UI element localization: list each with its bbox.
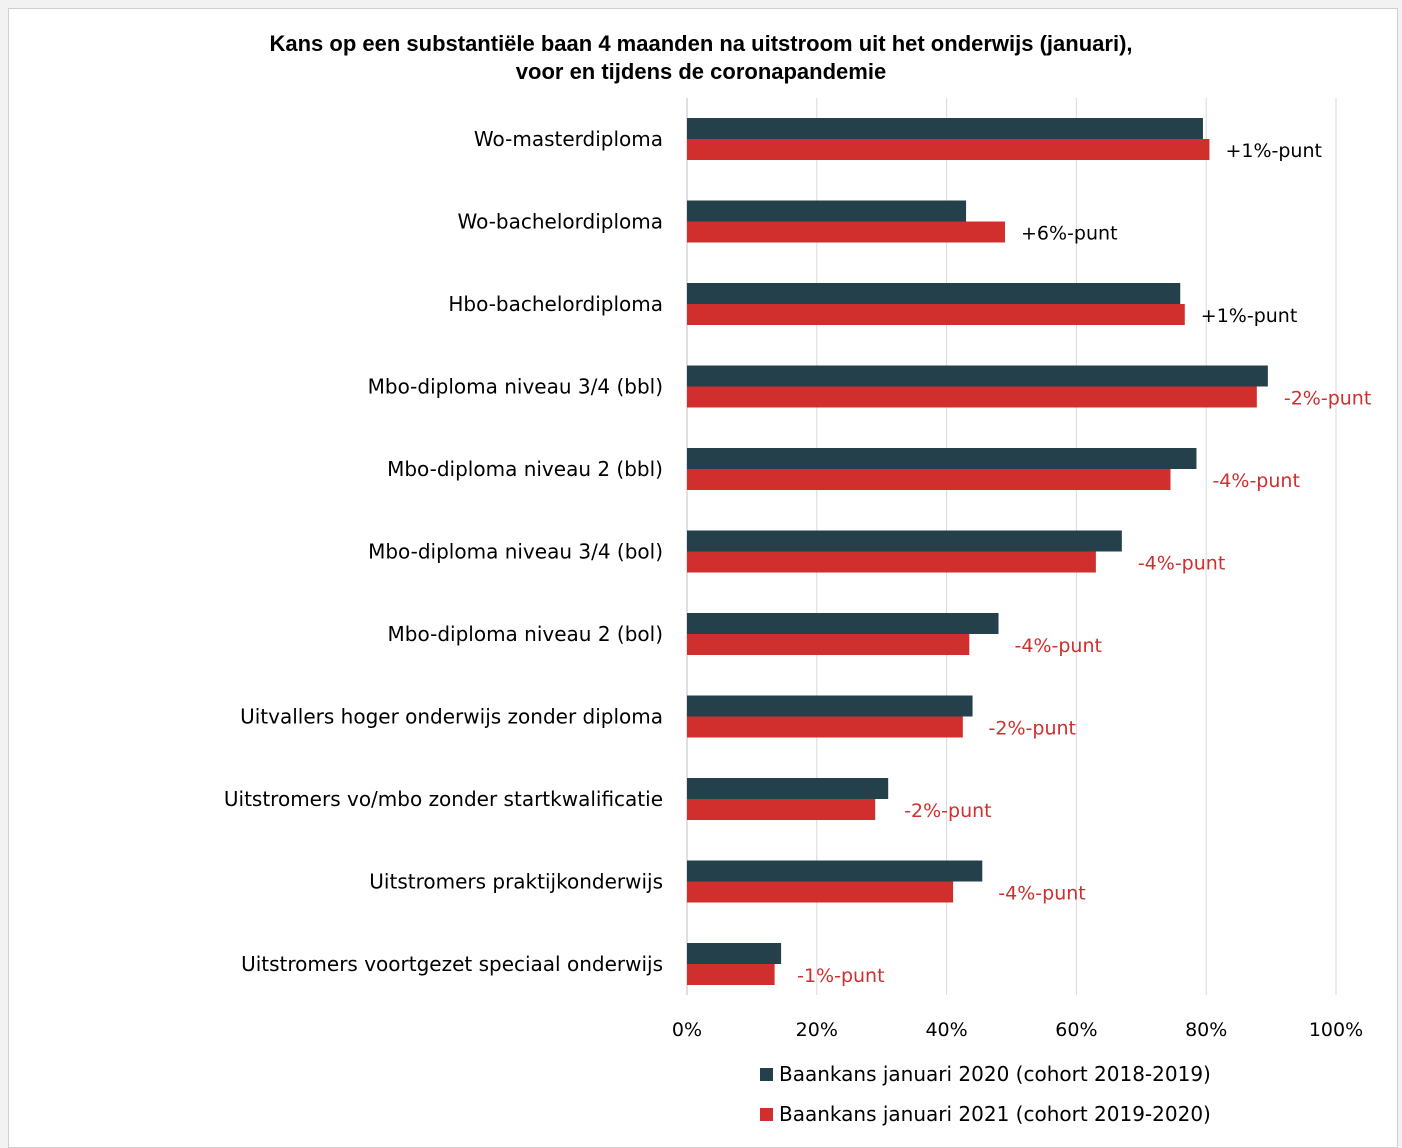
category-label: Uitvallers hoger onderwijs zonder diplom… [240,705,663,729]
bar-annotation: -1%-punt [797,965,884,987]
bar-annotation: -2%-punt [904,800,991,822]
bar-2020 [687,365,1268,387]
category-label: Mbo-diploma niveau 3/4 (bol) [368,540,663,564]
bar-2020 [687,283,1181,304]
bar-2020 [687,778,889,799]
bar-annotation: -2%-punt [1284,388,1371,410]
legend-swatch [760,1108,773,1121]
bar-2020 [687,200,967,222]
x-tick-label: 60% [1055,1019,1097,1041]
bar-2020 [687,943,782,964]
chart-title: Kans op een substantiële baan 4 maanden … [0,30,1402,86]
category-label: Wo-bachelordiploma [458,210,664,234]
x-tick-label: 40% [925,1019,967,1041]
bar-2021 [687,964,775,985]
category-label: Uitstromers vo/mbo zonder startkwalifica… [224,787,663,811]
bar-2020 [687,448,1197,469]
bar-2021 [687,551,1096,573]
legend-swatch [760,1068,773,1081]
category-label: Mbo-diploma niveau 2 (bbl) [387,457,663,481]
x-tick-label: 20% [796,1019,838,1041]
bar-2021 [687,716,963,738]
bar-annotation: +1%-punt [1201,305,1298,327]
category-label: Mbo-diploma niveau 3/4 (bbl) [368,375,663,399]
bar-2021 [687,304,1185,325]
category-label: Uitstromers voortgezet speciaal onderwij… [241,952,663,976]
bar-annotation: -4%-punt [1138,553,1225,575]
bar-2020 [687,860,983,882]
x-tick-label: 80% [1185,1019,1227,1041]
legend-label: Baankans januari 2020 (cohort 2018-2019) [779,1062,1211,1086]
bar-2020 [687,118,1203,139]
bar-2021 [687,469,1171,490]
bar-annotation: -4%-punt [998,883,1085,905]
bar-annotation: +1%-punt [1225,140,1322,162]
x-tick-label: 100% [1309,1019,1363,1041]
bar-annotation: -4%-punt [1212,470,1299,492]
chart-title-line-2: voor en tijdens de coronapandemie [515,59,887,84]
bar-annotation: -4%-punt [1015,635,1102,657]
legend-label: Baankans januari 2021 (cohort 2019-2020) [779,1102,1211,1126]
bar-2021 [687,386,1257,408]
bar-2020 [687,695,973,717]
category-label: Uitstromers praktijkonderwijs [369,870,663,894]
bar-2021 [687,634,970,655]
bar-2021 [687,139,1210,160]
category-label: Mbo-diploma niveau 2 (bol) [388,622,663,646]
bar-2021 [687,221,1006,243]
bar-annotation: -2%-punt [989,718,1076,740]
chart-title-line-1: Kans op een substantiële baan 4 maanden … [269,31,1133,56]
category-label: Hbo-bachelordiploma [448,292,663,316]
category-label: Wo-masterdiploma [474,127,663,151]
bar-2020 [687,530,1122,552]
x-tick-label: 0% [672,1019,702,1041]
bar-2021 [687,881,954,903]
bar-2020 [687,613,999,634]
bar-annotation: +6%-punt [1021,223,1118,245]
bar-2021 [687,799,876,820]
